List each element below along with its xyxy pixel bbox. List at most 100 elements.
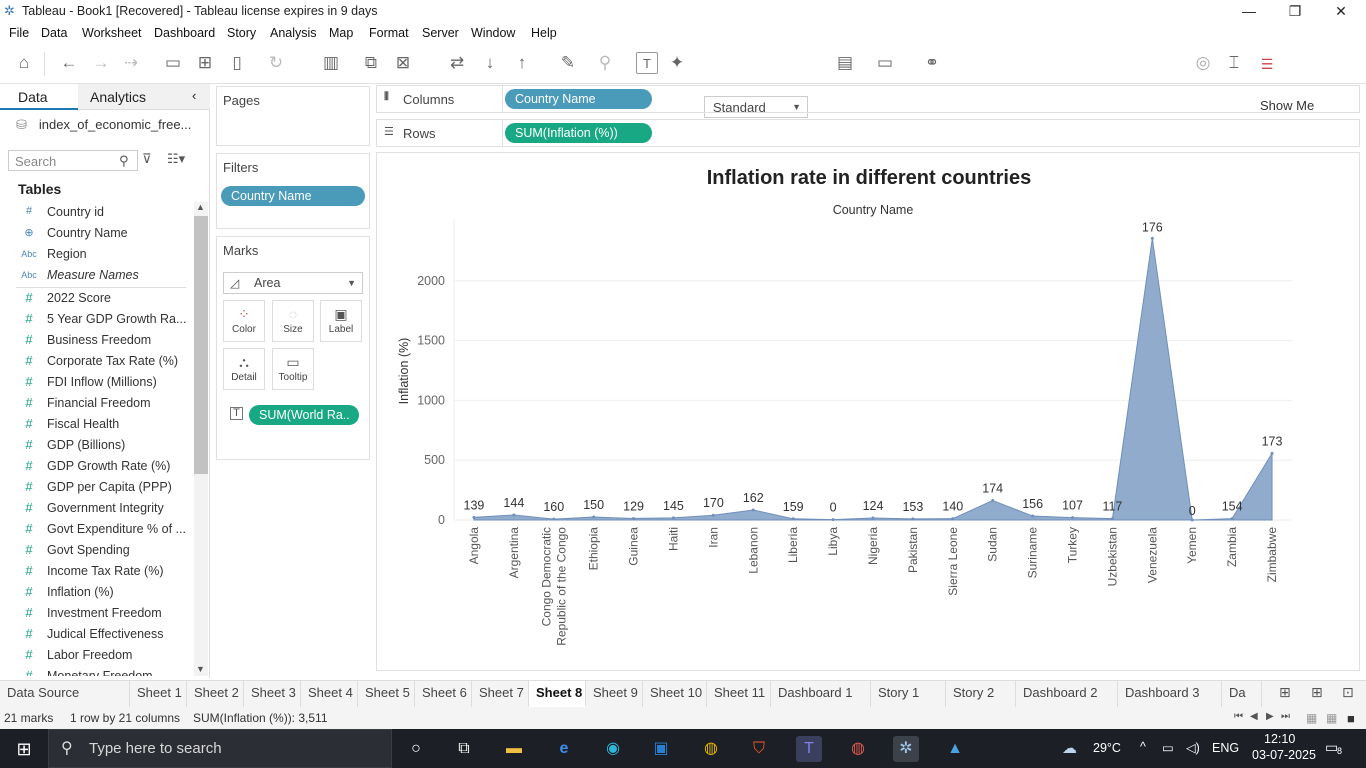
tableau-taskbar-icon[interactable]: ✲ [893, 736, 919, 762]
show-mark-labels-icon[interactable]: T [636, 52, 658, 74]
field-measure[interactable]: # Investment Freedom [0, 603, 192, 624]
field-measure[interactable]: # GDP Growth Rate (%) [0, 456, 192, 477]
field-measure[interactable]: # Inflation (%) [0, 582, 192, 603]
field-measure[interactable]: # Govt Expenditure % of ... [0, 519, 192, 540]
show-me-button[interactable]: Show Me [1260, 98, 1315, 113]
sheet-tab[interactable]: Sheet 8 [529, 681, 586, 707]
file-explorer-icon[interactable]: ▬ [506, 740, 522, 757]
menu-data[interactable]: Data [41, 26, 68, 40]
data-point[interactable] [711, 513, 715, 517]
group-members-icon[interactable]: ⚲ [598, 53, 612, 72]
field-measure[interactable]: # Fiscal Health [0, 414, 192, 435]
menu-story[interactable]: Story [227, 26, 257, 40]
sheet-tab[interactable]: Story 2 [946, 681, 1016, 707]
columns-shelf[interactable]: ⦀ Columns Country Name [376, 85, 1360, 113]
data-point[interactable] [512, 513, 516, 517]
scrollbar-thumb[interactable] [194, 216, 208, 474]
highlight-icon[interactable]: ✎ [560, 53, 576, 72]
close-button[interactable]: ✕ [1335, 3, 1347, 19]
menu-analysis[interactable]: Analysis [270, 26, 317, 40]
language-indicator[interactable]: ENG [1212, 741, 1240, 755]
minimize-button[interactable]: — [1242, 3, 1256, 19]
sheet-tab[interactable]: Sheet 2 [187, 681, 244, 707]
chrome-icon[interactable]: ◍ [704, 740, 718, 757]
undo-icon[interactable]: ← [60, 53, 78, 72]
tray-chevron-icon[interactable]: ^ [1140, 740, 1146, 754]
search-input[interactable]: Search ⚲ [8, 150, 138, 171]
field-measure[interactable]: # Monetary Freedom [0, 666, 192, 676]
sheet-tab[interactable]: Sheet 6 [415, 681, 472, 707]
internet-explorer-icon[interactable]: e [559, 740, 569, 757]
filter-icon[interactable]: ⊽ [142, 151, 152, 166]
sheet-tab[interactable]: Dashboard 1 [771, 681, 871, 707]
sheet-tab[interactable]: Sheet 10 [643, 681, 707, 707]
filter-pill-country-name[interactable]: Country Name [221, 186, 365, 206]
pause-updates-icon[interactable]: ▯ [232, 53, 242, 72]
brave-icon[interactable]: ⛉ [752, 740, 765, 757]
sheet-tab[interactable]: Sheet 11 [707, 681, 771, 707]
mark-type-select[interactable]: ◿ Area ▼ [223, 272, 363, 294]
field-dimension[interactable]: Abc Region [0, 244, 192, 265]
datasource-name[interactable]: ⛁ index_of_economic_free... [16, 117, 191, 133]
field-measure[interactable]: # GDP (Billions) [0, 435, 192, 456]
sheet-tab[interactable]: Sheet 7 [472, 681, 529, 707]
sheet-tab[interactable]: Dashboard 2 [1016, 681, 1118, 707]
menu-format[interactable]: Format [369, 26, 409, 40]
data-point[interactable] [1031, 514, 1035, 518]
filters-shelf[interactable]: Filters Country Name [216, 153, 370, 229]
field-measure[interactable]: # Govt Spending [0, 540, 192, 561]
data-point[interactable] [871, 516, 875, 520]
data-point[interactable] [592, 515, 596, 519]
network-icon[interactable]: ▭ [1162, 741, 1174, 755]
prev-sheet-icon[interactable]: ◀ [1250, 711, 1258, 722]
duplicate-sheet-icon[interactable]: ⧉ [364, 53, 378, 72]
data-point[interactable] [472, 515, 476, 519]
field-dimension[interactable]: Abc Measure Names [0, 265, 192, 286]
menu-server[interactable]: Server [422, 26, 459, 40]
label-pill-world-rank[interactable]: SUM(World Ra.. [249, 405, 359, 425]
tab-analytics[interactable]: Analytics ‹ [78, 84, 210, 110]
clear-sheet-icon[interactable]: ⊠ [395, 53, 411, 72]
field-measure[interactable]: #5 Year GDP Growth Ra... [0, 309, 192, 330]
rows-shelf[interactable]: ☰ Rows SUM(Inflation (%)) [376, 119, 1360, 147]
next-sheet-icon[interactable]: ▶ [1266, 711, 1274, 722]
sheet-tab[interactable]: Sheet 5 [358, 681, 415, 707]
sort-ascending-icon[interactable]: ↓ [485, 53, 495, 72]
rows-pill-sum-inflation[interactable]: SUM(Inflation (%)) [505, 123, 652, 143]
redo-icon[interactable]: → [92, 53, 110, 72]
field-measure[interactable]: # Income Tax Rate (%) [0, 561, 192, 582]
menu-worksheet[interactable]: Worksheet [82, 26, 142, 40]
field-measure[interactable]: # FDI Inflow (Millions) [0, 372, 192, 393]
sheet-tab[interactable]: Da [1222, 681, 1262, 707]
collapse-pane-icon[interactable]: ‹ [192, 88, 197, 103]
data-point[interactable] [1110, 517, 1114, 521]
data-point[interactable] [1150, 236, 1154, 240]
sheet-tab[interactable]: Sheet 1 [130, 681, 187, 707]
clock-date[interactable]: 03-07-2025 [1252, 748, 1316, 762]
data-point[interactable] [552, 517, 556, 521]
menu-map[interactable]: Map [329, 26, 354, 40]
show-cards-icon[interactable]: ▤ [836, 53, 854, 72]
field-measure[interactable]: # Corporate Tax Rate (%) [0, 351, 192, 372]
field-dimension[interactable]: # Country id [0, 202, 192, 223]
tab-data[interactable]: Data [0, 84, 78, 110]
field-measure[interactable]: # GDP per Capita (PPP) [0, 477, 192, 498]
data-point[interactable] [991, 499, 995, 503]
taskbar-search-input[interactable]: ⚲ Type here to search [48, 729, 392, 768]
data-point[interactable] [671, 516, 675, 520]
save-icon[interactable]: ▭ [164, 53, 182, 72]
presentation-mode-icon[interactable]: ▭ [876, 53, 894, 72]
sheet-tab[interactable]: Story 1 [871, 681, 946, 707]
sheet-tab[interactable]: Sheet 9 [586, 681, 643, 707]
data-point[interactable] [951, 517, 955, 521]
home-icon[interactable]: ⌂ [18, 53, 30, 72]
menu-file[interactable]: File [9, 26, 30, 40]
chrome-profile-icon[interactable]: ◍ [851, 740, 865, 757]
data-point[interactable] [1071, 516, 1075, 520]
teams-icon[interactable]: T [796, 736, 822, 762]
field-measure[interactable]: #2022 Score [0, 288, 192, 309]
photos-icon[interactable]: ▲ [947, 740, 963, 757]
new-worksheet-icon[interactable]: ▥ [322, 53, 340, 72]
detail-button[interactable]: ⛬ Detail [223, 348, 265, 390]
